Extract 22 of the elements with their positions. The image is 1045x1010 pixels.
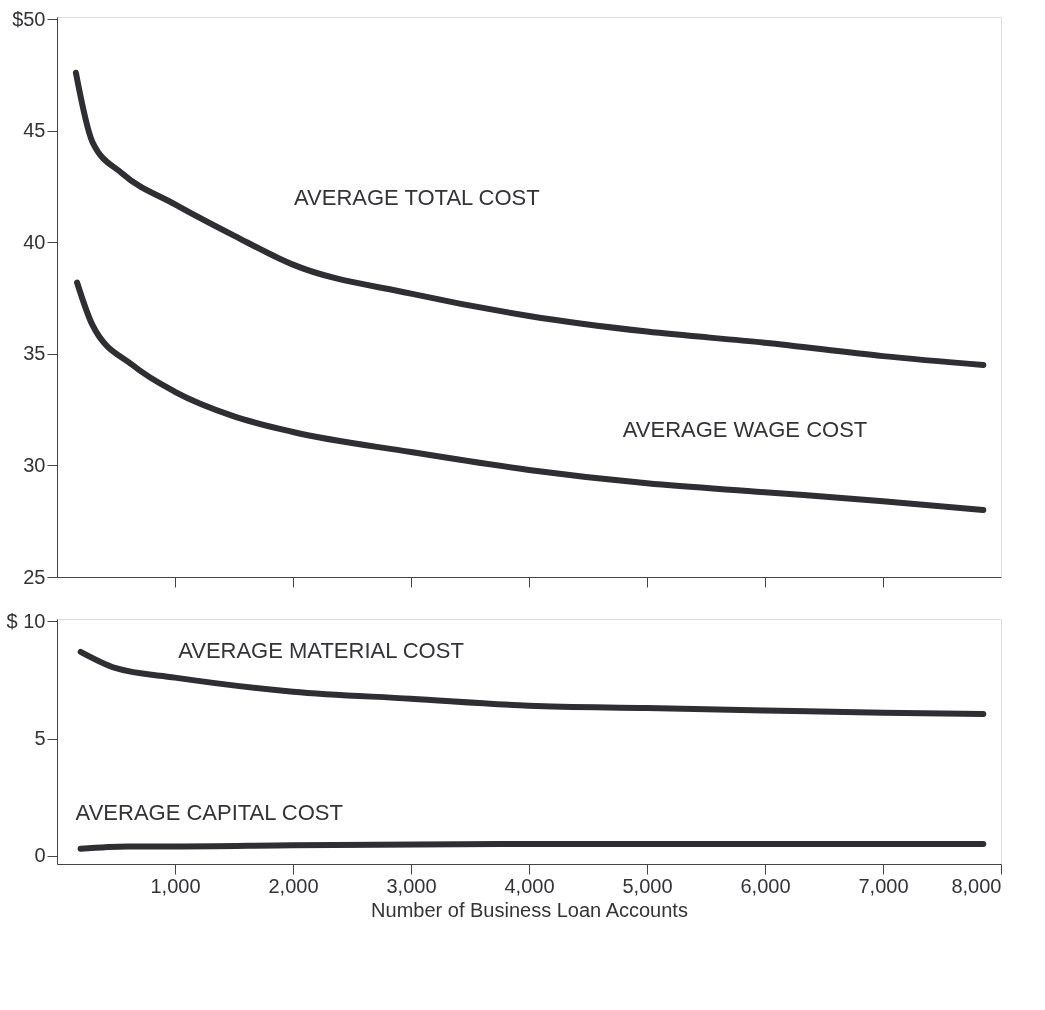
- x-tick-label: 7,000: [858, 874, 909, 897]
- series-label: AVERAGE MATERIAL COST: [178, 637, 464, 663]
- y-tick-label: 30: [23, 453, 46, 476]
- x-tick-label: 4,000: [504, 874, 555, 897]
- x-tick-label: 5,000: [622, 874, 673, 897]
- series-label: AVERAGE WAGE COST: [622, 417, 868, 443]
- y-tick-label: $ 10: [6, 609, 46, 632]
- y-tick-label: 25: [23, 565, 46, 588]
- y-tick-label: 5: [34, 727, 46, 750]
- y-tick-label: 35: [23, 342, 46, 365]
- x-axis-title: Number of Business Loan Accounts: [371, 898, 688, 921]
- y-tick-label: 45: [23, 119, 46, 142]
- y-tick-label: 0: [34, 844, 46, 867]
- series-label: AVERAGE CAPITAL COST: [75, 799, 343, 825]
- x-tick-label: 6,000: [740, 874, 791, 897]
- x-tick-label: 8,000: [951, 874, 1002, 897]
- x-tick-label: 2,000: [268, 874, 319, 897]
- text: AVERAGE TOTAL COST: [294, 184, 540, 210]
- y-tick-label: 40: [23, 230, 46, 253]
- y-tick-label: $50: [12, 7, 46, 30]
- x-tick-label: 3,000: [386, 874, 437, 897]
- x-tick-label: 1,000: [150, 874, 201, 897]
